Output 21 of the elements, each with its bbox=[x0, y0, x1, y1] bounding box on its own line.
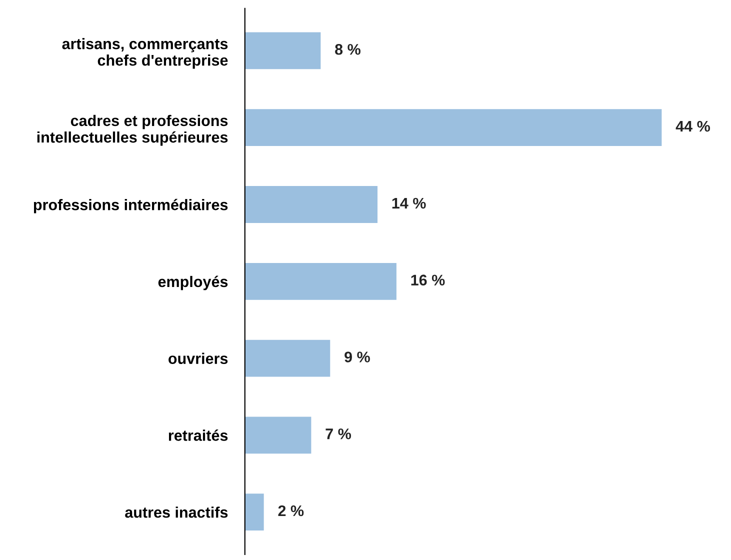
y-tick-label: employés bbox=[158, 276, 228, 290]
bar bbox=[244, 416, 312, 454]
y-tick-label: ouvriers bbox=[168, 352, 228, 364]
bar bbox=[244, 186, 378, 223]
data-label: 16 % bbox=[411, 274, 445, 286]
data-label: 44 % bbox=[676, 120, 710, 132]
data-label: 8 % bbox=[335, 44, 360, 55]
bar bbox=[244, 109, 662, 146]
data-label: 9 % bbox=[344, 352, 370, 362]
y-tick-label: artisans, commerçants chefs d'entreprise bbox=[62, 38, 228, 69]
data-label: 14 % bbox=[392, 198, 426, 209]
bar bbox=[244, 340, 330, 377]
y-tick-label: cadres et professions intellectuelles supérieures bbox=[37, 114, 228, 146]
data-label: 7 % bbox=[326, 428, 352, 440]
y-tick-label: professions intermédiaires bbox=[34, 198, 228, 214]
bar bbox=[244, 494, 264, 531]
bar bbox=[244, 32, 321, 70]
data-label: 2 % bbox=[278, 505, 304, 516]
y-tick-label: retraités bbox=[168, 430, 228, 441]
bar bbox=[244, 262, 396, 300]
y-tick-label: autres inactifs bbox=[125, 506, 228, 518]
